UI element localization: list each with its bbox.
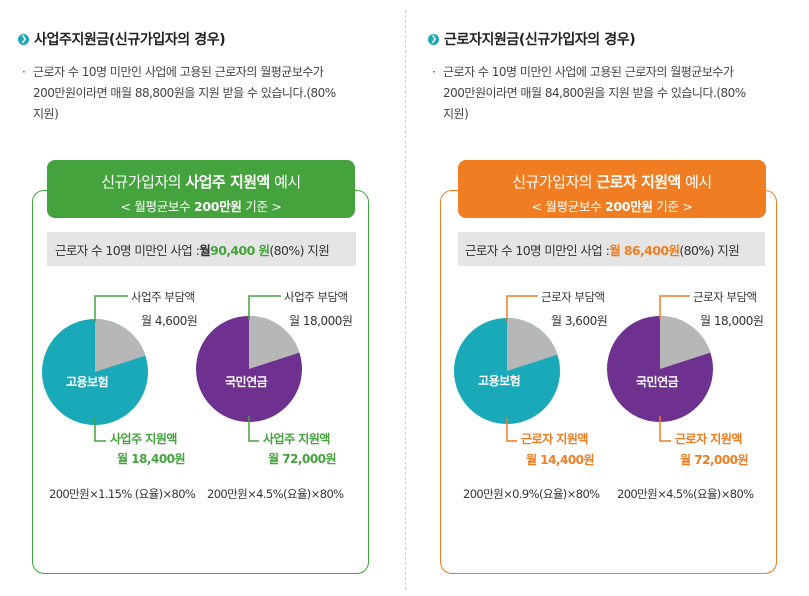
example-banner: 신규가입자의 근로자 지원액 예시 < 월평균보수 200만원 기준 > [458,160,766,218]
pie-chart-employment-insurance: 고용보험 [454,318,560,424]
pie-label: 고용보험 [478,374,521,388]
formula: 200만원×4.5%(요율)×80% [207,487,344,501]
pie-chart-employment-insurance: 고용보험 [42,319,148,425]
description-line-3: 지원) [33,107,59,121]
formula: 200만원×0.9%(요율)×80% [463,487,600,501]
banner-title: 신규가입자의 근로자 지원액 예시 [512,173,712,191]
support-label: 사업주 지원액 [263,432,330,446]
support-amount: 월 14,400원 [526,453,595,467]
worker-support-column: ❯ 근로자지원금(신규가입자의 경우) · 근로자 수 10명 미만인 사업에 … [410,0,800,596]
bullet-dot: · [432,65,436,79]
pie-slice-burden [249,316,300,369]
burden-label: 근로자 부담액 [541,290,605,304]
connector-lines [94,295,281,442]
description-line-2: 200만원이라면 매월 84,800원을 지원 받을 수 있습니다.(80% [443,86,746,100]
banner-title: 신규가입자의 사업주 지원액 예시 [101,173,301,191]
burden-amount: 월 3,600원 [551,314,608,328]
example-banner: 신규가입자의 사업주 지원액 예시 < 월평균보수 200만원 기준 > [47,160,355,218]
formula: 200만원×4.5%(요율)×80% [617,487,754,501]
description-line-3: 지원) [443,107,469,121]
banner-subtitle: < 월평균보수 200만원 기준 > [531,199,693,214]
support-label: 근로자 지원액 [675,432,742,446]
support-amount: 월 18,400원 [117,452,186,466]
pie-slice-burden [660,316,711,369]
chevron-right-icon: ❯ [18,33,29,45]
support-summary: 근로자 수 10명 미만인 사업 : 월 86,400원 (80%) 지원 [458,232,765,266]
section-title-text: 사업주지원금(신규가입자의 경우) [34,32,226,48]
burden-label: 사업주 부담액 [284,290,348,304]
burden-amount: 월 18,000원 [289,314,353,328]
section-title-text: 근로자지원금(신규가입자의 경우) [444,32,636,48]
connector-lines [506,295,690,442]
pie-label: 국민연금 [225,375,268,389]
pie-slice-burden [507,318,558,371]
pie-label: 고용보험 [66,375,109,389]
support-amount: 월 72,000원 [680,453,749,467]
support-label: 사업주 지원액 [110,432,177,446]
bullet-dot: · [22,65,26,79]
section-title: ❯ 사업주지원금(신규가입자의 경우) [18,29,226,49]
support-label: 근로자 지원액 [521,432,588,446]
banner-subtitle: < 월평균보수 200만원 기준 > [120,199,282,214]
employer-support-column: ❯ 사업주지원금(신규가입자의 경우) · 근로자 수 10명 미만인 사업에 … [0,0,390,596]
description-line-1: 근로자 수 10명 미만인 사업에 고용된 근로자의 월평균보수가 [443,65,734,79]
pie-slice-burden [95,319,146,372]
burden-amount: 월 4,600원 [141,314,198,328]
description: · 근로자 수 10명 미만인 사업에 고용된 근로자의 월평균보수가 200만… [22,62,382,125]
burden-amount: 월 18,000원 [700,314,764,328]
support-summary: 근로자 수 10명 미만인 사업 : 월 90,400 원 (80%) 지원 [47,232,356,266]
burden-label: 사업주 부담액 [131,290,195,304]
section-title: ❯ 근로자지원금(신규가입자의 경우) [428,29,636,49]
description: · 근로자 수 10명 미만인 사업에 고용된 근로자의 월평균보수가 200만… [432,62,792,125]
chevron-right-icon: ❯ [428,33,439,45]
description-line-1: 근로자 수 10명 미만인 사업에 고용된 근로자의 월평균보수가 [33,65,324,79]
pie-chart-national-pension: 국민연금 [196,316,302,422]
formula: 200만원×1.15% (요율)×80% [49,487,196,501]
pie-label: 국민연금 [636,375,679,389]
pie-chart-national-pension: 국민연금 [607,316,713,422]
description-line-2: 200만원이라면 매월 88,800원을 지원 받을 수 있습니다.(80% [33,86,336,100]
column-divider [405,10,406,590]
burden-label: 근로자 부담액 [693,290,757,304]
support-amount: 월 72,000원 [268,452,337,466]
